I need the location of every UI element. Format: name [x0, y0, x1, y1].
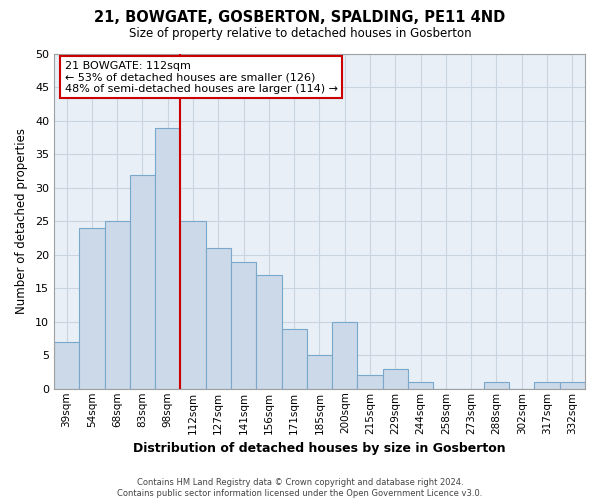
Text: 21 BOWGATE: 112sqm
← 53% of detached houses are smaller (126)
48% of semi-detach: 21 BOWGATE: 112sqm ← 53% of detached hou… — [65, 60, 338, 94]
Bar — [358, 376, 383, 389]
Bar — [104, 222, 130, 389]
Bar — [54, 342, 79, 389]
Bar — [231, 262, 256, 389]
Bar — [383, 368, 408, 389]
Bar — [155, 128, 181, 389]
Text: Contains HM Land Registry data © Crown copyright and database right 2024.
Contai: Contains HM Land Registry data © Crown c… — [118, 478, 482, 498]
Bar — [206, 248, 231, 389]
Bar — [79, 228, 104, 389]
Text: 21, BOWGATE, GOSBERTON, SPALDING, PE11 4ND: 21, BOWGATE, GOSBERTON, SPALDING, PE11 4… — [94, 10, 506, 25]
Bar — [484, 382, 509, 389]
Bar — [332, 322, 358, 389]
Bar — [408, 382, 433, 389]
Bar — [130, 174, 155, 389]
X-axis label: Distribution of detached houses by size in Gosberton: Distribution of detached houses by size … — [133, 442, 506, 455]
Bar — [256, 275, 281, 389]
Bar — [535, 382, 560, 389]
Bar — [560, 382, 585, 389]
Y-axis label: Number of detached properties: Number of detached properties — [15, 128, 28, 314]
Bar — [307, 356, 332, 389]
Bar — [281, 328, 307, 389]
Bar — [181, 222, 206, 389]
Text: Size of property relative to detached houses in Gosberton: Size of property relative to detached ho… — [128, 28, 472, 40]
